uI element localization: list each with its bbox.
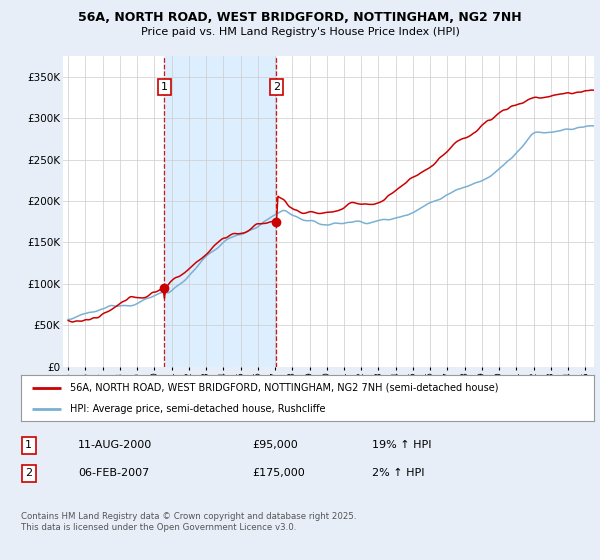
- Text: £95,000: £95,000: [252, 440, 298, 450]
- Text: 2% ↑ HPI: 2% ↑ HPI: [372, 468, 425, 478]
- Text: 1: 1: [161, 82, 168, 92]
- Text: 56A, NORTH ROAD, WEST BRIDGFORD, NOTTINGHAM, NG2 7NH: 56A, NORTH ROAD, WEST BRIDGFORD, NOTTING…: [78, 11, 522, 25]
- Text: 1: 1: [25, 440, 32, 450]
- Text: Contains HM Land Registry data © Crown copyright and database right 2025.
This d: Contains HM Land Registry data © Crown c…: [21, 512, 356, 531]
- Text: HPI: Average price, semi-detached house, Rushcliffe: HPI: Average price, semi-detached house,…: [70, 404, 325, 414]
- Text: 2: 2: [273, 82, 280, 92]
- Text: 06-FEB-2007: 06-FEB-2007: [78, 468, 149, 478]
- Text: 56A, NORTH ROAD, WEST BRIDGFORD, NOTTINGHAM, NG2 7NH (semi-detached house): 56A, NORTH ROAD, WEST BRIDGFORD, NOTTING…: [70, 382, 498, 393]
- Text: £175,000: £175,000: [252, 468, 305, 478]
- Text: 11-AUG-2000: 11-AUG-2000: [78, 440, 152, 450]
- Bar: [164, 56, 277, 367]
- Text: 19% ↑ HPI: 19% ↑ HPI: [372, 440, 431, 450]
- Text: 2: 2: [25, 468, 32, 478]
- Text: Price paid vs. HM Land Registry's House Price Index (HPI): Price paid vs. HM Land Registry's House …: [140, 27, 460, 38]
